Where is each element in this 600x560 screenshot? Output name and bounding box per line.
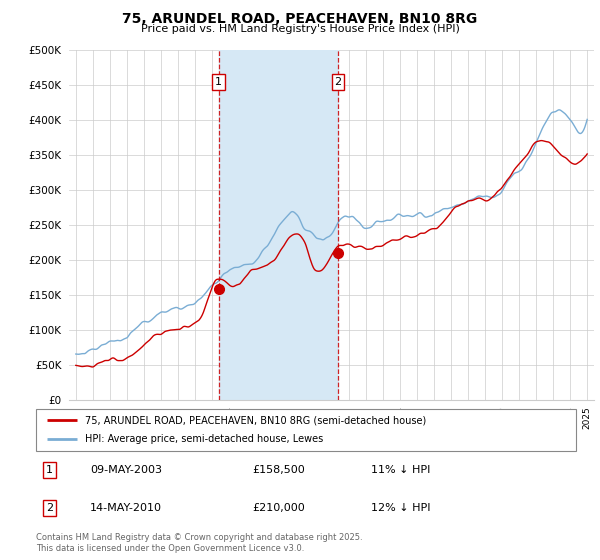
Text: 75, ARUNDEL ROAD, PEACEHAVEN, BN10 8RG: 75, ARUNDEL ROAD, PEACEHAVEN, BN10 8RG — [122, 12, 478, 26]
Text: 75, ARUNDEL ROAD, PEACEHAVEN, BN10 8RG (semi-detached house): 75, ARUNDEL ROAD, PEACEHAVEN, BN10 8RG (… — [85, 415, 426, 425]
Text: £210,000: £210,000 — [252, 503, 305, 513]
Text: 2: 2 — [334, 77, 341, 87]
Text: 14-MAY-2010: 14-MAY-2010 — [90, 503, 162, 513]
Text: Contains HM Land Registry data © Crown copyright and database right 2025.
This d: Contains HM Land Registry data © Crown c… — [36, 533, 362, 553]
Text: 1: 1 — [215, 77, 222, 87]
Text: 09-MAY-2003: 09-MAY-2003 — [90, 465, 162, 475]
FancyBboxPatch shape — [36, 409, 576, 451]
Bar — [218, 50, 338, 400]
Text: 11% ↓ HPI: 11% ↓ HPI — [371, 465, 430, 475]
Text: HPI: Average price, semi-detached house, Lewes: HPI: Average price, semi-detached house,… — [85, 435, 323, 445]
Text: Price paid vs. HM Land Registry's House Price Index (HPI): Price paid vs. HM Land Registry's House … — [140, 24, 460, 34]
Text: 12% ↓ HPI: 12% ↓ HPI — [371, 503, 430, 513]
Text: £158,500: £158,500 — [252, 465, 305, 475]
Text: 2: 2 — [46, 503, 53, 513]
Text: 1: 1 — [46, 465, 53, 475]
